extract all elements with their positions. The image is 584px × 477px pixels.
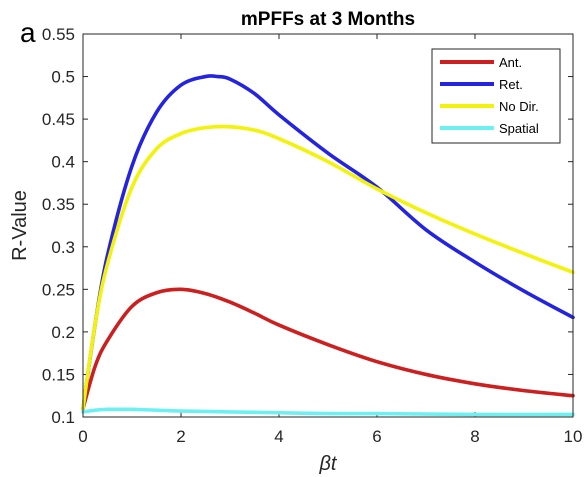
series-lines [81, 74, 575, 417]
x-tick-label: 6 [372, 427, 381, 446]
x-axis-label: βt [319, 453, 338, 475]
legend-label-1: Ret. [499, 77, 523, 92]
series-line-2 [81, 124, 575, 411]
y-tick-label: 0.2 [51, 323, 75, 342]
x-tick-label: 0 [78, 427, 87, 446]
legend-label-2: No Dir. [499, 99, 539, 114]
y-tick-label: 0.1 [51, 408, 75, 427]
y-tick-label: 0.35 [42, 195, 75, 214]
x-tick-label: 4 [274, 427, 283, 446]
y-tick-label: 0.25 [42, 280, 75, 299]
series-line-3 [81, 407, 575, 417]
panel-label: a [20, 17, 36, 48]
legend-label-3: Spatial [499, 121, 539, 136]
legend: Ant. Ret. No Dir. Spatial [431, 48, 561, 144]
y-axis-ticks: 0.1 0.15 0.2 0.25 0.3 0.35 0.4 0.45 0.5 0.55 [42, 25, 573, 427]
series-line-1 [81, 74, 575, 411]
series-line-0 [81, 287, 575, 411]
x-tick-label: 2 [176, 427, 185, 446]
legend-label-0: Ant. [499, 55, 522, 70]
x-axis-ticks: 0 2 4 6 8 10 [78, 34, 582, 446]
y-tick-label: 0.45 [42, 110, 75, 129]
x-tick-label: 10 [564, 427, 583, 446]
chart-title: mPFFs at 3 Months [241, 9, 415, 30]
y-tick-label: 0.3 [51, 238, 75, 257]
y-tick-label: 0.55 [42, 25, 75, 44]
y-tick-label: 0.4 [51, 153, 75, 172]
plot-frame [82, 33, 574, 418]
x-tick-label: 8 [470, 427, 479, 446]
y-axis-label: R-Value [9, 190, 31, 261]
y-tick-label: 0.15 [42, 365, 75, 384]
y-tick-label: 0.5 [51, 68, 75, 87]
